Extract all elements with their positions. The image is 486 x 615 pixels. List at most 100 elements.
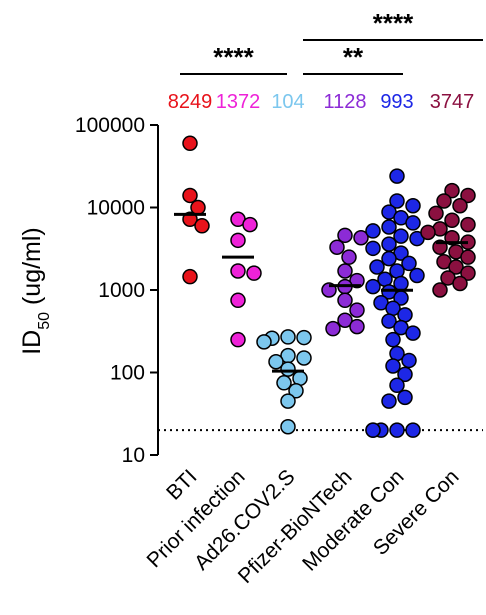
data-point bbox=[246, 265, 262, 281]
data-point bbox=[280, 393, 296, 409]
geometric-mean-label: 104 bbox=[271, 91, 304, 113]
x-category-label: BTI bbox=[162, 465, 201, 504]
data-point bbox=[389, 168, 405, 184]
median-lines bbox=[174, 212, 468, 373]
data-point bbox=[369, 259, 385, 275]
data-point bbox=[194, 218, 210, 234]
data-point bbox=[182, 135, 198, 152]
data-point bbox=[353, 229, 369, 246]
data-point bbox=[365, 422, 381, 438]
data-point bbox=[397, 366, 413, 383]
data-point bbox=[389, 193, 405, 209]
data-point bbox=[296, 329, 312, 346]
data-point bbox=[280, 419, 296, 435]
geometric-mean-label: 8249 bbox=[168, 91, 213, 113]
significance-label: **** bbox=[213, 42, 254, 72]
y-tick-label: 1000 bbox=[98, 279, 145, 302]
data-point bbox=[230, 292, 246, 309]
data-point bbox=[381, 236, 397, 252]
data-point bbox=[401, 255, 417, 272]
data-point bbox=[381, 250, 397, 267]
y-tick-label: 10 bbox=[122, 444, 145, 467]
data-point bbox=[432, 282, 448, 298]
data-point bbox=[381, 219, 397, 235]
data-point bbox=[405, 215, 421, 231]
y-tick-label: 100 bbox=[110, 362, 145, 385]
data-point bbox=[389, 422, 405, 438]
data-point bbox=[381, 313, 397, 329]
data-point bbox=[276, 375, 292, 391]
y-axis-title-unit: (ug/ml) bbox=[18, 227, 46, 312]
data-point bbox=[182, 268, 198, 285]
data-point bbox=[397, 307, 413, 323]
data-point bbox=[444, 212, 460, 229]
data-point bbox=[329, 239, 345, 255]
data-point bbox=[337, 312, 353, 328]
data-points bbox=[182, 135, 476, 438]
data-point bbox=[385, 331, 401, 348]
data-point bbox=[230, 263, 246, 279]
data-point bbox=[460, 216, 476, 233]
data-point bbox=[405, 198, 421, 214]
data-point bbox=[444, 182, 460, 199]
data-point bbox=[409, 267, 425, 284]
data-point bbox=[349, 272, 365, 289]
data-point bbox=[349, 318, 365, 335]
data-point bbox=[393, 275, 409, 292]
y-axis-title-sub: 50 bbox=[36, 312, 53, 330]
significance-brackets: **** ****** bbox=[180, 8, 483, 75]
data-point bbox=[448, 259, 464, 275]
y-tick-label: 10000 bbox=[87, 197, 145, 220]
data-point bbox=[242, 216, 258, 233]
data-point bbox=[230, 331, 246, 348]
data-point bbox=[460, 249, 476, 265]
geometric-mean-label: 993 bbox=[380, 91, 413, 113]
data-point bbox=[365, 278, 381, 295]
data-point bbox=[365, 223, 381, 239]
y-axis-title-main: ID bbox=[18, 330, 46, 355]
data-point bbox=[401, 352, 417, 369]
significance-label: ** bbox=[343, 42, 364, 72]
data-point bbox=[256, 334, 272, 350]
geometric-mean-labels: 8249 1372 104 1128 993 3747 bbox=[168, 91, 475, 113]
data-point bbox=[337, 292, 353, 309]
data-point bbox=[393, 228, 409, 244]
y-tick-label: 100000 bbox=[75, 114, 145, 137]
data-point bbox=[460, 265, 476, 281]
data-point bbox=[389, 377, 405, 394]
data-point bbox=[381, 284, 397, 300]
data-point bbox=[385, 358, 401, 374]
data-point bbox=[405, 422, 421, 438]
data-point bbox=[365, 240, 381, 257]
data-point bbox=[296, 350, 312, 366]
data-point bbox=[381, 393, 397, 409]
geometric-mean-label: 1128 bbox=[323, 91, 366, 113]
data-point bbox=[288, 383, 304, 399]
data-point bbox=[337, 227, 353, 244]
data-point bbox=[268, 353, 284, 370]
data-point bbox=[280, 329, 296, 345]
data-point bbox=[428, 205, 444, 222]
data-point bbox=[452, 198, 468, 214]
y-axis-title: ID50 (ug/ml) bbox=[18, 227, 53, 355]
data-point bbox=[452, 275, 468, 292]
svg-text:ID50 (ug/ml): ID50 (ug/ml) bbox=[18, 227, 53, 355]
data-point bbox=[325, 320, 341, 337]
data-point bbox=[460, 187, 476, 204]
data-point bbox=[397, 389, 413, 406]
significance-label: **** bbox=[373, 8, 414, 38]
data-point bbox=[230, 232, 246, 249]
data-point bbox=[337, 263, 353, 279]
y-axis: 10 100 1000 10000 100000 bbox=[75, 114, 159, 467]
data-point bbox=[349, 302, 365, 318]
data-point bbox=[182, 187, 198, 204]
geometric-mean-label: 1372 bbox=[216, 91, 261, 113]
data-point bbox=[420, 224, 436, 241]
data-point bbox=[341, 249, 357, 265]
geometric-mean-label: 3747 bbox=[430, 91, 475, 113]
data-point bbox=[436, 193, 452, 209]
data-point bbox=[280, 361, 296, 377]
data-point bbox=[405, 325, 421, 341]
